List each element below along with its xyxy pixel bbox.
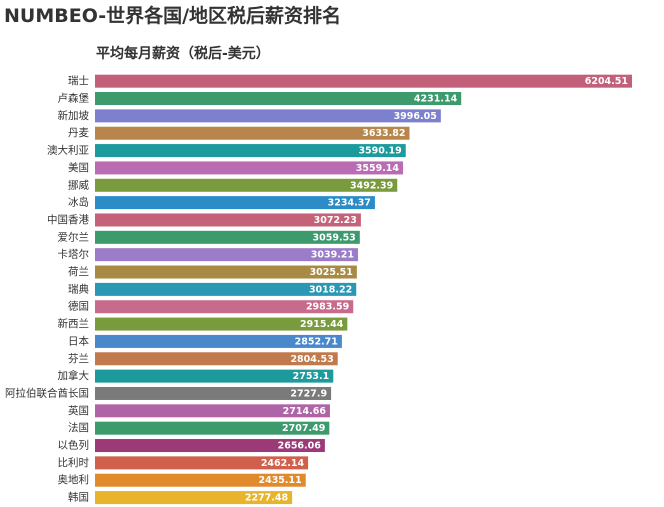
- y-tick-label: 荷兰: [68, 265, 89, 278]
- y-tick-label: 新西兰: [58, 317, 90, 330]
- bar: [95, 248, 359, 262]
- value-label: 3996.05: [394, 111, 437, 122]
- value-label: 2714.66: [283, 406, 327, 417]
- y-tick-label: 瑞典: [68, 282, 89, 295]
- value-label: 3025.51: [310, 267, 353, 278]
- value-label: 2656.06: [278, 441, 322, 452]
- bar: [95, 178, 398, 192]
- y-tick-label: 加拿大: [58, 369, 90, 382]
- y-tick-label: 法国: [68, 421, 89, 434]
- bar: [95, 126, 410, 140]
- value-label: 3492.39: [350, 180, 393, 191]
- bar: [95, 369, 334, 383]
- value-label: 2915.44: [300, 319, 344, 330]
- value-label: 2852.71: [295, 336, 338, 347]
- chart-title: NUMBEO-世界各国/地区税后薪资排名: [4, 4, 341, 27]
- value-label: 2435.11: [258, 475, 301, 486]
- y-tick-label: 新加坡: [58, 109, 90, 122]
- value-label: 6204.51: [585, 76, 628, 87]
- y-tick-label: 卢森堡: [58, 92, 90, 105]
- bar: [95, 213, 361, 227]
- y-tick-label: 韩国: [68, 491, 89, 504]
- y-tick-label: 澳大利亚: [47, 144, 89, 157]
- bar: [95, 386, 332, 400]
- y-tick-label: 挪威: [68, 178, 89, 191]
- bar: [95, 491, 293, 505]
- bar: [95, 92, 462, 106]
- y-tick-label: 爱尔兰: [58, 230, 90, 243]
- y-tick-label: 卡塔尔: [58, 248, 90, 261]
- y-tick-label: 芬兰: [68, 352, 89, 365]
- value-label: 3059.53: [313, 232, 356, 243]
- value-label: 3590.19: [358, 146, 401, 157]
- value-label: 3018.22: [309, 284, 352, 295]
- bar: [95, 317, 348, 331]
- bar: [95, 456, 309, 470]
- bar: [95, 352, 338, 366]
- bar: [95, 196, 375, 210]
- value-label: 2707.49: [282, 423, 325, 434]
- bar: [95, 439, 325, 453]
- bar: [95, 109, 441, 123]
- bar: [95, 161, 404, 175]
- y-tick-label: 德国: [68, 300, 89, 313]
- chart-subtitle: 平均每月薪资（税后-美元）: [96, 45, 270, 62]
- value-label: 3072.23: [314, 215, 357, 226]
- value-label: 3559.14: [356, 163, 400, 174]
- value-label: 2462.14: [261, 458, 305, 469]
- bar: [95, 144, 406, 158]
- y-tick-label: 美国: [68, 161, 89, 174]
- bar: [95, 404, 330, 418]
- bar: [95, 334, 342, 348]
- y-tick-label: 阿拉伯联合酋长国: [5, 386, 89, 399]
- bar: [95, 265, 357, 279]
- y-tick-label: 冰岛: [68, 196, 89, 209]
- value-label: 4231.14: [414, 94, 458, 105]
- y-tick-label: 奥地利: [58, 473, 90, 486]
- y-tick-label: 日本: [68, 334, 89, 347]
- value-label: 3039.21: [311, 250, 354, 261]
- value-label: 2804.53: [290, 354, 333, 365]
- value-label: 2983.59: [306, 302, 349, 313]
- bar: [95, 74, 632, 88]
- y-tick-label: 瑞士: [68, 74, 89, 87]
- y-tick-label: 丹麦: [68, 127, 89, 139]
- value-label: 2277.48: [245, 493, 289, 504]
- y-tick-label: 以色列: [58, 439, 90, 452]
- value-label: 2753.1: [293, 371, 330, 382]
- y-tick-label: 英国: [68, 404, 89, 417]
- bar: [95, 421, 330, 435]
- value-label: 2727.9: [290, 388, 327, 399]
- value-label: 3234.37: [328, 198, 371, 209]
- bar: [95, 230, 360, 244]
- value-label: 3633.82: [362, 128, 405, 139]
- y-tick-label: 比利时: [58, 456, 90, 469]
- bar: [95, 473, 306, 487]
- bar: [95, 300, 354, 314]
- bar: [95, 282, 357, 296]
- y-tick-label: 中国香港: [47, 213, 89, 226]
